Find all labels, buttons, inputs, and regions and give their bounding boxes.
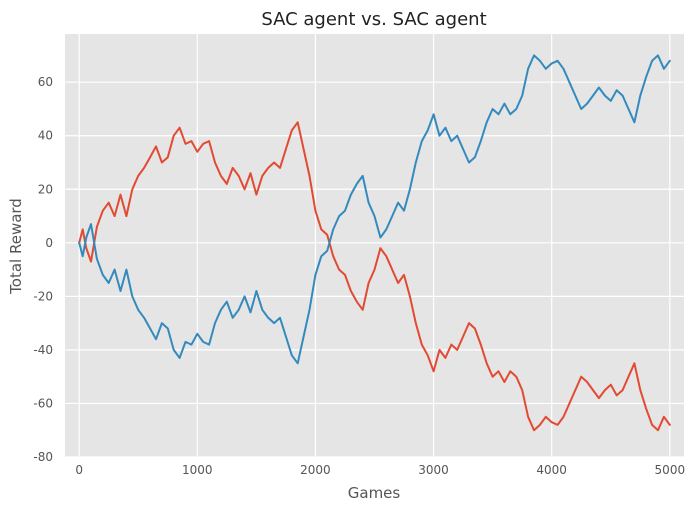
x-tick-label: 2000 bbox=[300, 463, 331, 477]
series-line-2 bbox=[78, 54, 671, 365]
x-tick-labels: 0 1000 2000 3000 4000 5000 bbox=[75, 463, 685, 477]
series-line-1 bbox=[78, 121, 671, 432]
x-tick-label: 0 bbox=[75, 463, 83, 477]
plot-area bbox=[65, 34, 684, 457]
grid-lines bbox=[65, 34, 684, 458]
y-tick-label: -40 bbox=[33, 343, 53, 357]
x-tick-label: 3000 bbox=[418, 463, 449, 477]
chart-title: SAC agent vs. SAC agent bbox=[261, 9, 486, 30]
y-tick-labels: -80 -60 -40 -20 0 20 40 60 bbox=[33, 75, 53, 464]
y-tick-label: -80 bbox=[33, 450, 53, 464]
y-axis-label: Total Reward bbox=[7, 198, 25, 295]
y-tick-label: 20 bbox=[38, 182, 53, 196]
x-tick-label: 1000 bbox=[182, 463, 213, 477]
series-group bbox=[78, 54, 671, 432]
y-tick-label: 60 bbox=[38, 75, 53, 89]
x-tick-label: 5000 bbox=[655, 463, 686, 477]
y-tick-label: -20 bbox=[33, 289, 53, 303]
x-tick-label: 4000 bbox=[536, 463, 567, 477]
y-tick-label: 40 bbox=[38, 129, 53, 143]
x-axis-label: Games bbox=[348, 484, 401, 502]
y-tick-label: 0 bbox=[45, 236, 53, 250]
y-tick-label: -60 bbox=[33, 396, 53, 410]
